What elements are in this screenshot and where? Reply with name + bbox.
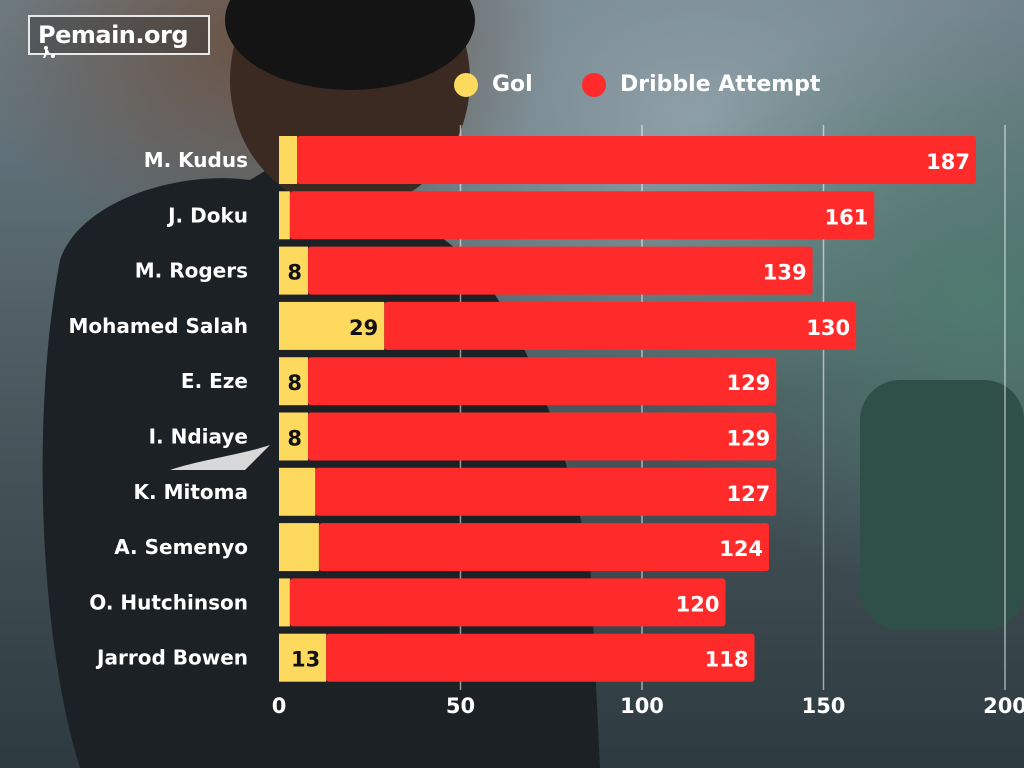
category-label: Jarrod Bowen bbox=[95, 646, 248, 670]
data-label-dribble: 139 bbox=[763, 261, 807, 285]
data-label-dribble: 124 bbox=[719, 537, 763, 561]
data-label-dribble: 118 bbox=[705, 648, 749, 672]
category-label: K. Mitoma bbox=[134, 480, 248, 504]
bar-dribble bbox=[289, 578, 726, 627]
category-label: O. Hutchinson bbox=[89, 590, 248, 614]
x-tick-label: 200 bbox=[983, 694, 1024, 718]
data-label-dribble: 130 bbox=[806, 316, 850, 340]
bar-dribble bbox=[308, 412, 777, 461]
player-logo-icon bbox=[43, 46, 55, 58]
bar-gol bbox=[279, 467, 316, 516]
bar-dribble bbox=[308, 357, 777, 406]
x-tick-label: 50 bbox=[446, 694, 475, 718]
legend-dot-dribble-icon bbox=[582, 72, 606, 97]
bar-gol bbox=[279, 523, 319, 572]
bar-gol bbox=[279, 191, 290, 240]
bar-dribble bbox=[308, 246, 813, 295]
data-label-gol: 8 bbox=[287, 261, 302, 285]
bar-gol bbox=[279, 246, 309, 295]
category-label: M. Kudus bbox=[144, 148, 248, 172]
bar-dribble bbox=[289, 191, 875, 240]
bar-gol bbox=[279, 301, 385, 350]
logo-text: Pemain.org bbox=[38, 21, 189, 49]
bar-dribble bbox=[315, 467, 777, 516]
category-label: A. Semenyo bbox=[114, 535, 248, 559]
legend-item-dribble: Dribble Attempt bbox=[582, 72, 820, 97]
data-label-gol: 8 bbox=[287, 371, 302, 395]
bar-dribble bbox=[384, 301, 857, 350]
bar-gol bbox=[279, 136, 298, 184]
legend-dot-gol-icon bbox=[454, 72, 478, 97]
data-label-gol: 13 bbox=[291, 648, 320, 672]
bar-dribble bbox=[297, 136, 976, 184]
category-label: E. Eze bbox=[181, 369, 248, 393]
category-label: I. Ndiaye bbox=[149, 425, 248, 449]
data-label-gol: 29 bbox=[349, 316, 378, 340]
bar-gol bbox=[279, 357, 309, 406]
data-label-dribble: 187 bbox=[926, 150, 970, 174]
x-tick-label: 100 bbox=[620, 694, 664, 718]
bar-gol bbox=[279, 412, 309, 461]
data-label-dribble: 129 bbox=[726, 371, 770, 395]
data-label-dribble: 120 bbox=[676, 592, 720, 616]
category-label: M. Rogers bbox=[135, 259, 248, 283]
data-label-dribble: 129 bbox=[726, 427, 770, 451]
bar-gol bbox=[279, 578, 290, 627]
legend-label-gol: Gol bbox=[492, 72, 533, 97]
data-label-gol: 8 bbox=[287, 427, 302, 451]
legend-label-dribble: Dribble Attempt bbox=[620, 72, 821, 97]
category-label: J. Doku bbox=[166, 203, 248, 227]
bar-dribble bbox=[326, 633, 755, 682]
x-tick-label: 0 bbox=[272, 694, 287, 718]
legend-item-gol: Gol bbox=[454, 72, 533, 97]
site-logo: Pemain.org bbox=[28, 15, 210, 58]
bar-dribble bbox=[318, 523, 770, 572]
category-label: Mohamed Salah bbox=[68, 314, 248, 338]
x-tick-label: 150 bbox=[802, 694, 846, 718]
bar-gol bbox=[279, 633, 327, 682]
data-label-dribble: 161 bbox=[824, 205, 868, 229]
data-label-dribble: 127 bbox=[726, 482, 770, 506]
